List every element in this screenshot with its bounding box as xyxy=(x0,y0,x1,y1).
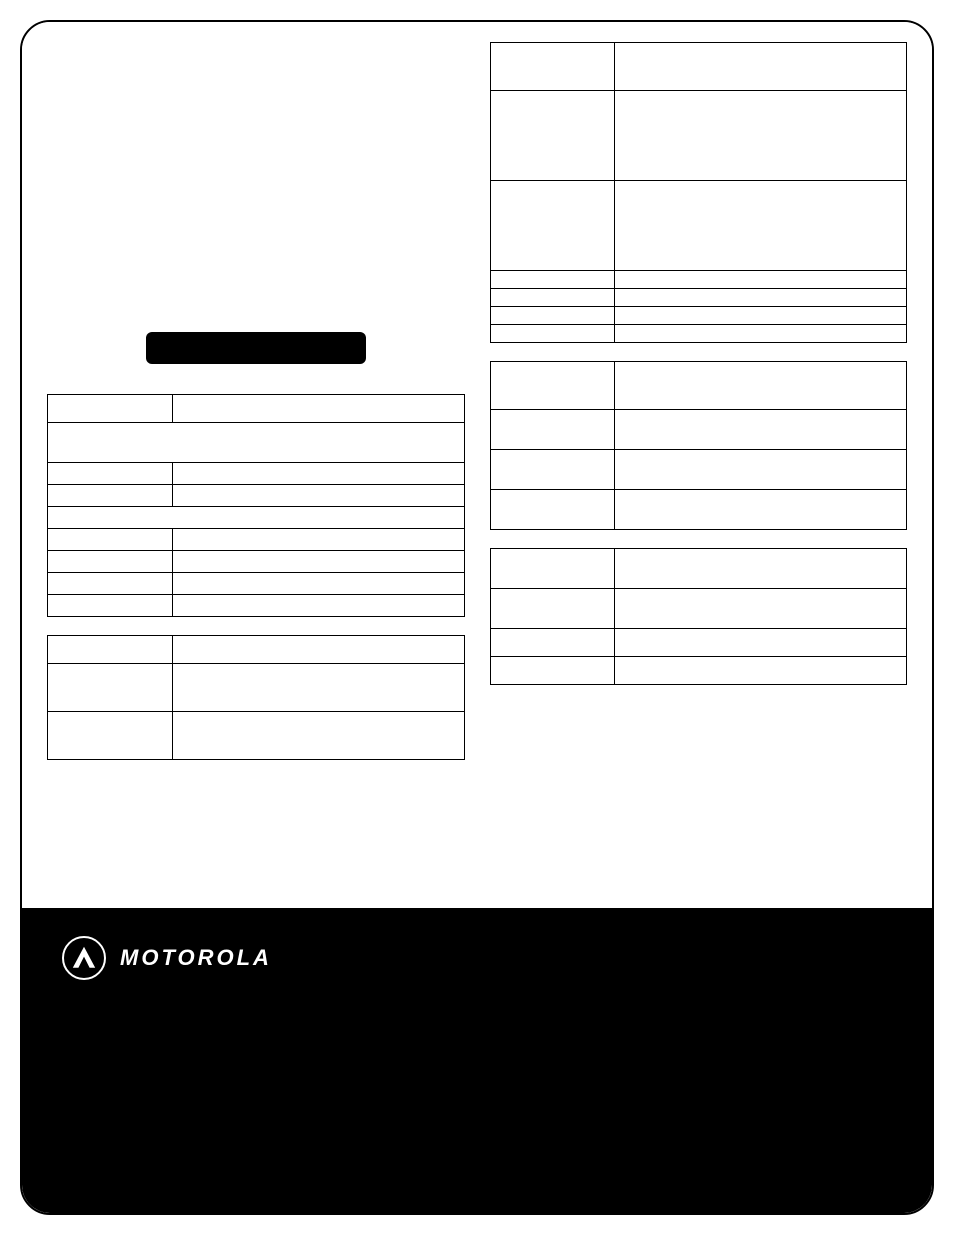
table-cell xyxy=(172,712,464,760)
table-cell xyxy=(48,664,173,712)
table-cell xyxy=(615,325,907,343)
table-cell xyxy=(172,395,464,423)
table-cell xyxy=(615,410,907,450)
table-cell xyxy=(48,712,173,760)
table-cell xyxy=(490,43,615,91)
table-cell xyxy=(615,43,907,91)
table-cell xyxy=(490,307,615,325)
table-cell xyxy=(490,589,615,629)
table-cell xyxy=(490,490,615,530)
table-cell xyxy=(48,423,465,463)
document-page: MOTOROLA xyxy=(20,20,934,1215)
left-table-2 xyxy=(47,635,465,760)
table-cell xyxy=(172,664,464,712)
table-cell xyxy=(48,551,173,573)
table-cell xyxy=(48,595,173,617)
left-top-whitespace xyxy=(47,42,465,332)
left-column xyxy=(47,42,465,778)
table-cell xyxy=(615,657,907,685)
table-cell xyxy=(490,657,615,685)
table-cell xyxy=(490,629,615,657)
table-cell xyxy=(48,395,173,423)
table-cell xyxy=(615,289,907,307)
table-cell xyxy=(172,595,464,617)
table-cell xyxy=(48,463,173,485)
table-cell xyxy=(48,636,173,664)
content-area xyxy=(22,22,932,778)
table-cell xyxy=(615,307,907,325)
page-footer: MOTOROLA xyxy=(22,908,932,1213)
right-table-1 xyxy=(490,42,908,343)
table-cell xyxy=(615,589,907,629)
table-cell xyxy=(490,549,615,589)
table-cell xyxy=(490,91,615,181)
table-cell xyxy=(615,362,907,410)
table-cell xyxy=(615,181,907,271)
table-cell xyxy=(172,573,464,595)
table-cell xyxy=(48,573,173,595)
table-cell xyxy=(172,529,464,551)
table-cell xyxy=(615,490,907,530)
right-table-3 xyxy=(490,548,908,685)
table-cell xyxy=(490,181,615,271)
table-cell xyxy=(48,529,173,551)
table-cell xyxy=(615,271,907,289)
table-cell xyxy=(172,636,464,664)
table-cell xyxy=(615,549,907,589)
table-cell xyxy=(615,91,907,181)
table-cell xyxy=(490,289,615,307)
table-cell xyxy=(172,485,464,507)
right-column xyxy=(490,42,908,778)
table-cell xyxy=(490,271,615,289)
table-cell xyxy=(48,507,465,529)
table-cell xyxy=(615,629,907,657)
table-cell xyxy=(48,485,173,507)
table-cell xyxy=(490,410,615,450)
brand-logo-row: MOTOROLA xyxy=(62,936,892,980)
table-cell xyxy=(490,450,615,490)
brand-wordmark: MOTOROLA xyxy=(120,945,272,971)
table-cell xyxy=(490,325,615,343)
section-black-bar xyxy=(146,332,366,364)
left-table-1 xyxy=(47,394,465,617)
table-cell xyxy=(490,362,615,410)
table-cell xyxy=(172,463,464,485)
motorola-batwing-icon xyxy=(62,936,106,980)
right-table-2 xyxy=(490,361,908,530)
table-cell xyxy=(615,450,907,490)
table-cell xyxy=(172,551,464,573)
